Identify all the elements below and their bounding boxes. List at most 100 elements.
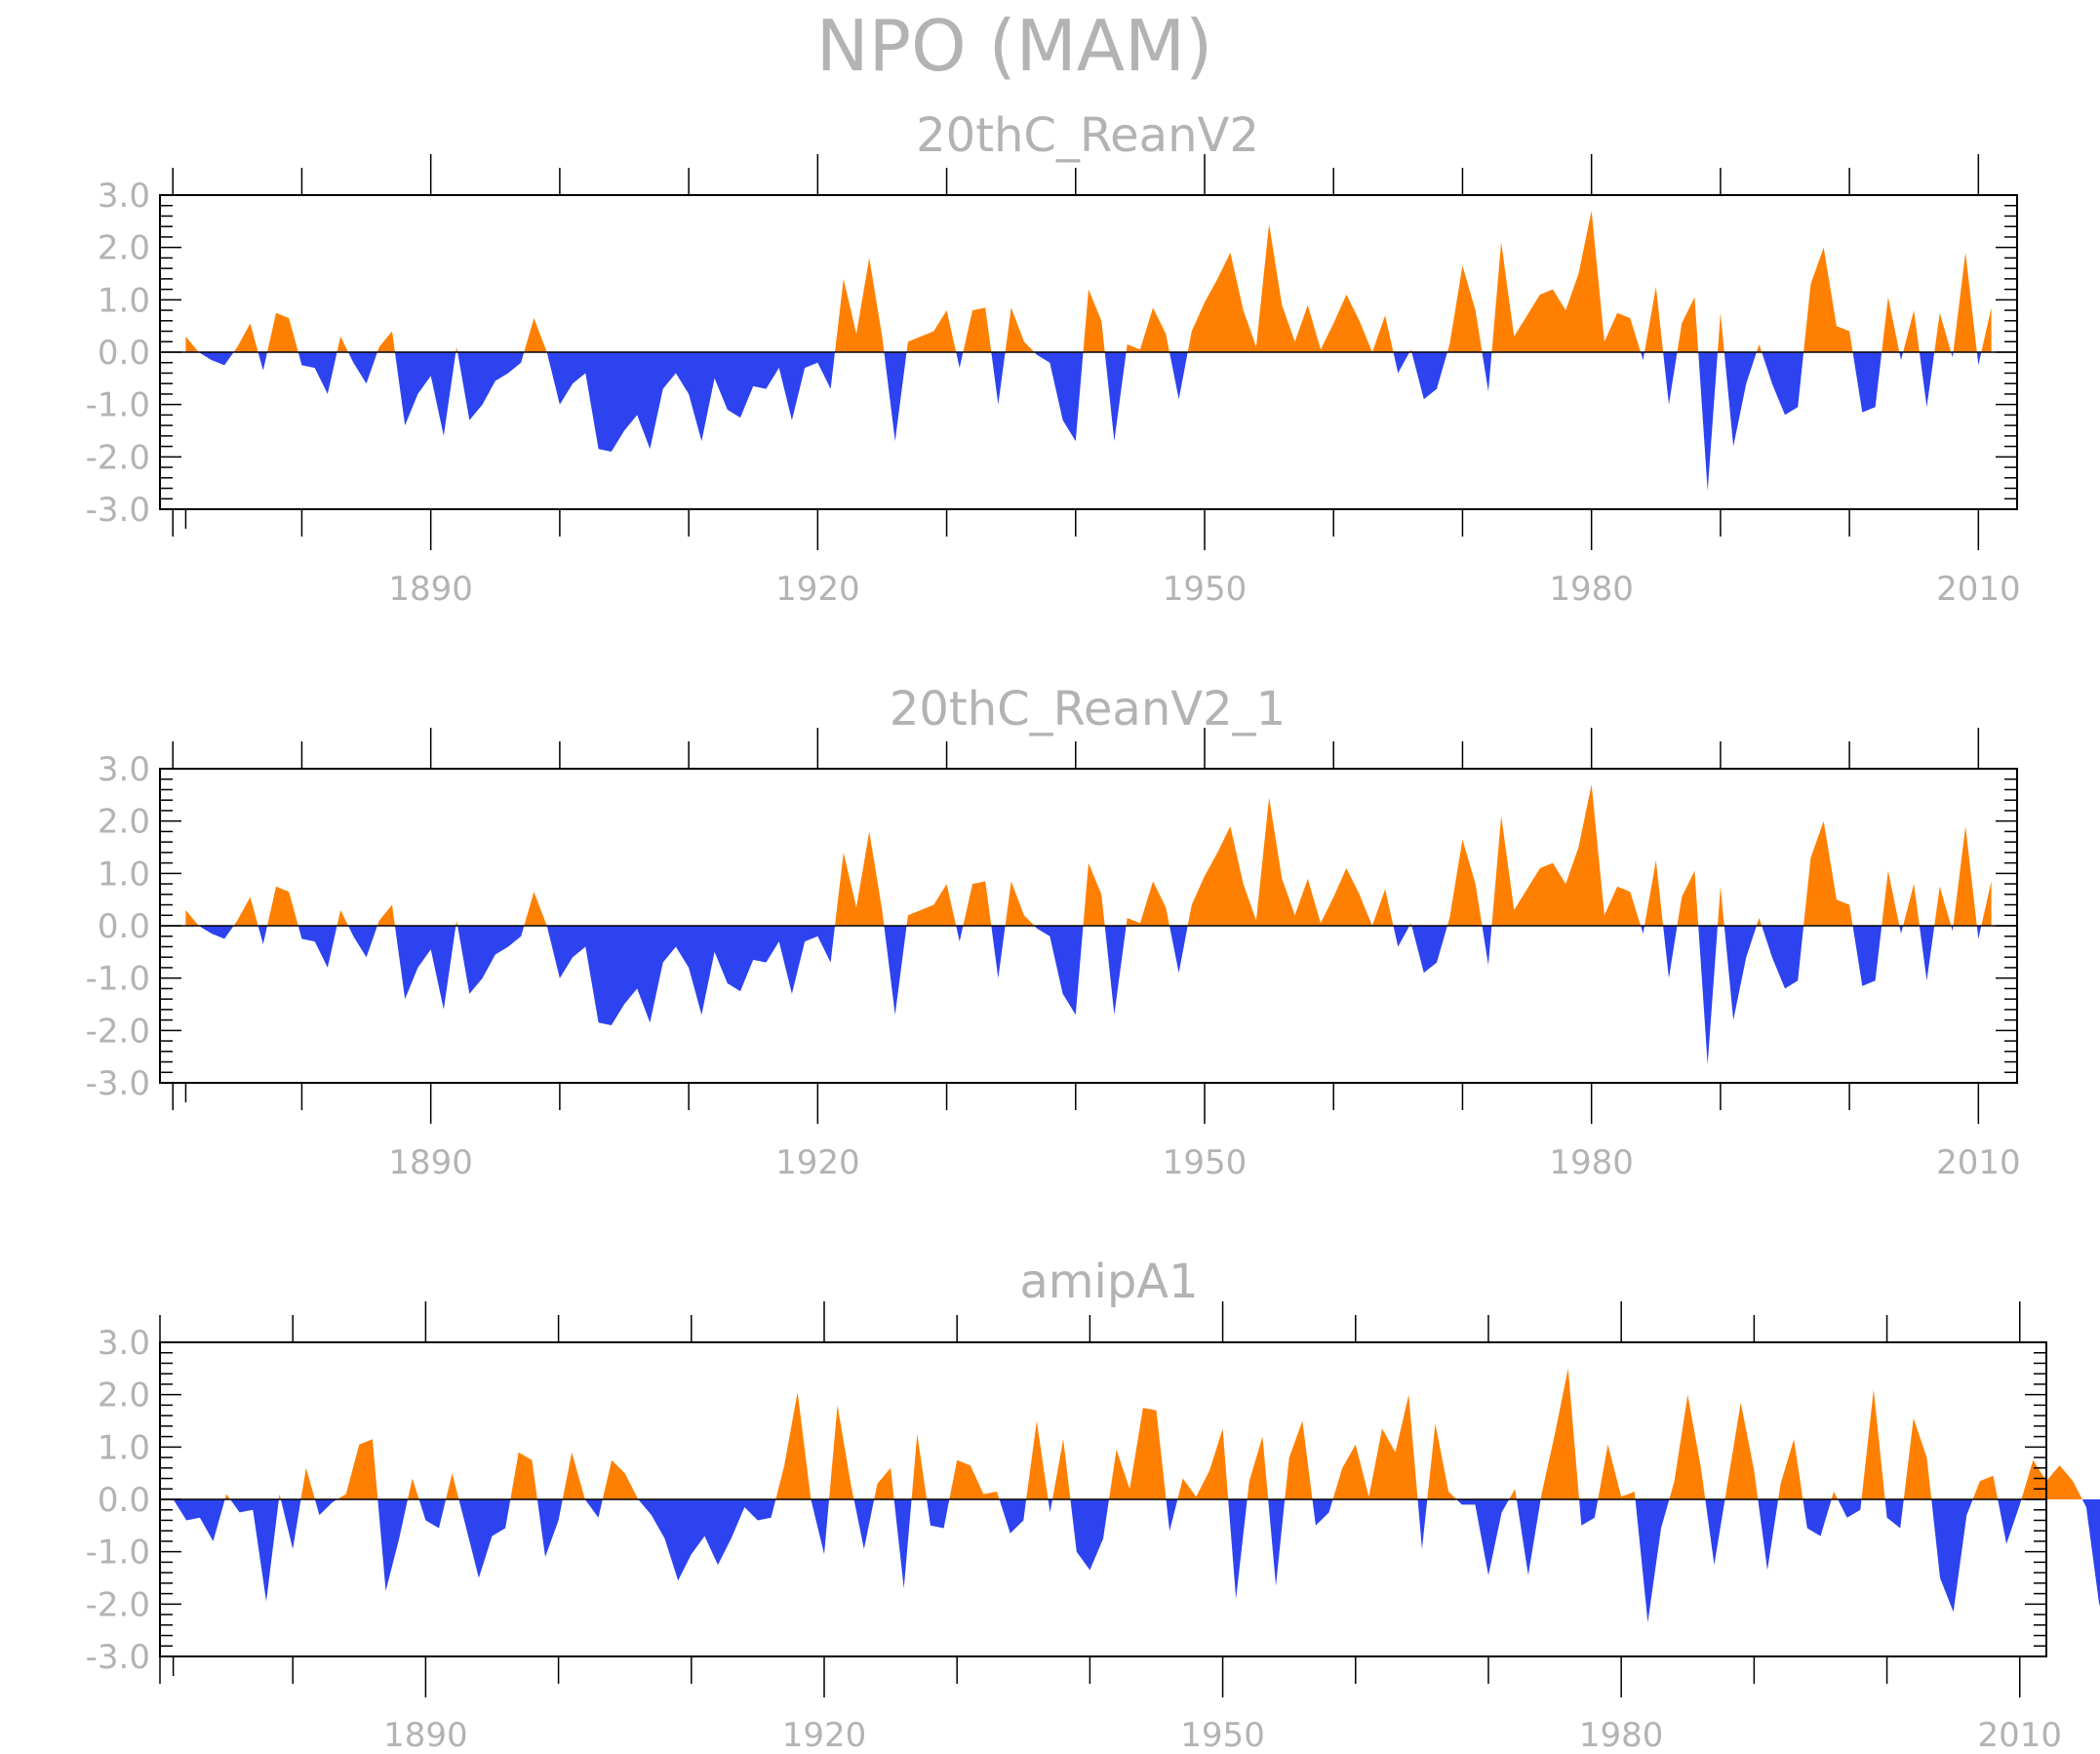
panel-3-negative-area-36 (1166, 1499, 1178, 1532)
panel-1-positive-area-39 (1718, 312, 1724, 352)
panel-3-negative-area-48 (1516, 1499, 1541, 1575)
panel-1-positive-area-35 (1644, 286, 1664, 352)
panel-2-negative-area-4 (258, 926, 267, 944)
panel-3-negative-area-64 (1931, 1499, 1973, 1613)
panel-3-negative-area-38 (1228, 1499, 1248, 1599)
panel-3-ytick-label: 2.0 (98, 1376, 150, 1415)
panel-2-negative-area-16 (884, 926, 907, 1016)
panel-2-negative-area-46 (1899, 926, 1904, 934)
panel-3-negative-area-8 (314, 1499, 337, 1516)
panel-2-negative-area-50 (1951, 926, 1954, 932)
panel-3-negative-area-30 (999, 1499, 1027, 1534)
panel-2-negative-area-40 (1724, 926, 1757, 1020)
panel-1-positive-area-3 (233, 323, 258, 352)
panel-1-positive-area-49 (1934, 312, 1952, 352)
panel-2-negative-area-32 (1482, 926, 1492, 966)
panel-2-positive-area-1 (185, 909, 199, 926)
panel-1-negative-area-50 (1951, 352, 1954, 358)
panel-2-positive-area-19 (963, 881, 992, 926)
panel-2-positive-area-17 (906, 884, 957, 926)
panel-2-negative-area-42 (1762, 926, 1804, 989)
panel-2-negative-area-26 (1169, 926, 1188, 974)
panel-2: 20thC_ReanV2_1 3.0 2.0 1.0 0.0 -1.0 -2.0 -3.0 1… (86, 682, 2021, 1182)
panel-3-xtick-label: 2010 (1977, 1716, 2062, 1754)
panel-3-xtick-label: 1920 (782, 1716, 867, 1754)
panel-1-positive-area-11 (456, 346, 458, 352)
panel-3-ytick-label: 1.0 (98, 1428, 150, 1467)
panel-2-positive-area-15 (835, 831, 885, 926)
panel-3-positive-area-33 (1052, 1439, 1071, 1499)
panel-2-ytick-label: 1.0 (98, 855, 150, 894)
panel-2-title: 20thC_ReanV2_1 (890, 682, 1286, 737)
panel-1-positive-area-47 (1903, 310, 1920, 352)
panel-2-negative-area-28 (1393, 926, 1410, 947)
panel-2-ytick-label: 0.0 (98, 907, 150, 946)
panel-3-negative-area-2 (173, 1499, 225, 1541)
panel-2-positive-area-23 (1083, 862, 1105, 926)
panel-1-negative-area-40 (1724, 352, 1757, 447)
panel-3-positive-area-29 (949, 1459, 1000, 1499)
panel-3-positive-area-17 (562, 1452, 585, 1499)
panel-1-positive-area-7 (337, 336, 348, 352)
panel-1-ytick-label: 3.0 (98, 177, 150, 216)
panel-1-negative-area-22 (1034, 352, 1084, 442)
panel-1-ytick-label: 1.0 (98, 281, 150, 320)
panel-2-positive-area-5 (267, 886, 298, 926)
panel-1-ytick-label: 2.0 (98, 229, 150, 268)
panel-1-negative-area-30 (1411, 352, 1447, 400)
panel-3-positive-area-59 (1831, 1492, 1839, 1499)
panel-2-negative-area-44 (1852, 926, 1882, 986)
panel-2-positive-area-13 (524, 892, 547, 926)
panel-3-negative-area-62 (1884, 1499, 1904, 1529)
panel-3-negative-area-60 (1838, 1499, 1862, 1518)
panel-3-positive-area-5 (278, 1494, 281, 1499)
panel-2-positive-area-45 (1882, 870, 1900, 926)
panel-3-negative-area-16 (536, 1499, 563, 1557)
panel-3-negative-area-44 (1417, 1499, 1428, 1549)
panel-2-plot: 3.0 2.0 1.0 0.0 -1.0 -2.0 -3.0 1890 1920 1950 1980… (86, 728, 2021, 1182)
panel-2-positive-area-43 (1803, 820, 1853, 926)
panel-1-xtick-label: 1950 (1163, 570, 1248, 609)
panel-2-ytick-label: -3.0 (86, 1064, 150, 1103)
panel-1-negative-area-34 (1641, 352, 1644, 361)
panel-2-positive-area-37 (1677, 870, 1699, 926)
panel-3-ytick-label: -1.0 (86, 1534, 150, 1573)
panel-2-negative-area-12 (457, 926, 525, 994)
panel-2-negative-area-52 (1976, 926, 1982, 939)
panel-2-xtick-label: 1890 (388, 1143, 473, 1182)
panel-1-negative-area-38 (1698, 352, 1718, 492)
panel-3-positive-area-27 (911, 1433, 928, 1499)
panel-2-xtick-label: 1980 (1549, 1143, 1634, 1182)
panel-2-positive-area-7 (337, 909, 348, 926)
panel-3-negative-area-66 (1998, 1499, 2022, 1544)
panel-1-negative-area-6 (297, 352, 337, 394)
panel-1-negative-area-18 (956, 352, 964, 369)
panel-2-negative-area-38 (1698, 926, 1718, 1065)
panel-3-positive-area-11 (408, 1478, 419, 1499)
panel-2-positive-area-21 (1005, 881, 1035, 926)
panel-3-ytick-label: -2.0 (86, 1585, 150, 1624)
panel-2-positive-area-9 (376, 904, 395, 926)
panel-1-ytick-label: -3.0 (86, 491, 150, 530)
panel-3-positive-area-57 (1778, 1439, 1803, 1499)
panel-3-negative-area-4 (230, 1499, 279, 1602)
panel-3-xtick-label: 1950 (1180, 1716, 1265, 1754)
panel-3-positive-area-39 (1247, 1436, 1269, 1499)
panel-2-xtick-label: 1950 (1163, 1143, 1248, 1182)
panel-3-positive-area-7 (300, 1467, 315, 1499)
panel-1-negative-area-16 (884, 352, 907, 442)
panel-1-negative-area-24 (1104, 352, 1127, 442)
panel-2-negative-area-18 (956, 926, 964, 942)
panel-1-xtick-label: 1890 (388, 570, 473, 609)
panel-1-negative-area-20 (991, 352, 1006, 405)
panel-3-negative-area-34 (1070, 1499, 1109, 1571)
panel-2-positive-area-31 (1446, 839, 1483, 926)
panel-3-positive-area-61 (1861, 1389, 1885, 1499)
panel-3-positive-area-37 (1177, 1428, 1229, 1499)
panel-3-ytick-label: 3.0 (98, 1324, 150, 1363)
panel-1-negative-area-28 (1393, 352, 1410, 374)
panel-1-negative-area-26 (1169, 352, 1188, 400)
panel-1-negative-area-44 (1852, 352, 1882, 413)
panel-2-negative-area-10 (394, 926, 456, 1010)
